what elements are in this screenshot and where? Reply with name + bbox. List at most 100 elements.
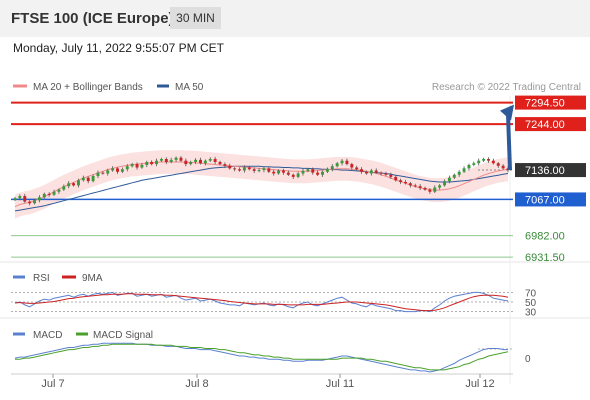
candle-body	[340, 160, 344, 164]
legend-rsi-ma-label: 9MA	[82, 273, 103, 284]
candle-body	[135, 164, 139, 168]
candle-body	[472, 163, 476, 165]
x-tick-label: Jul 12	[465, 378, 494, 390]
candle-body	[413, 185, 417, 187]
candle-body	[247, 167, 251, 170]
level-box-2	[515, 163, 586, 178]
timeframe-badge[interactable]: 30 MIN	[170, 7, 221, 29]
candle-body	[174, 157, 178, 160]
legend-macd-label: MACD	[33, 330, 62, 341]
level-box-0	[515, 95, 586, 110]
candle-body	[408, 183, 412, 186]
candle-body	[184, 160, 188, 165]
candle-body	[130, 164, 134, 167]
candle-body	[399, 180, 403, 182]
level-label-3: 7067.00	[525, 194, 565, 206]
candle-body	[389, 174, 393, 177]
price-panel: MA 20 + Bollinger Bands MA 50 Research © 2…	[0, 82, 590, 384]
candle-body	[404, 181, 407, 184]
candle-body	[164, 158, 168, 162]
candle-body	[81, 177, 85, 181]
candle-body	[369, 170, 373, 174]
candle-body	[316, 172, 320, 175]
legend-ma20-label: MA 20 + Bollinger Bands	[33, 82, 143, 93]
instrument-title: FTSE 100 (ICE Europe)	[11, 10, 174, 27]
candle-body	[267, 168, 271, 172]
candle-body	[257, 170, 261, 172]
time-axis: Jul 7 Jul 8 Jul 11 Jul 12	[11, 373, 513, 390]
candle-body	[13, 198, 17, 200]
candle-body	[106, 170, 110, 174]
candle-body	[252, 169, 256, 171]
candle-body	[355, 167, 359, 170]
candle-body	[86, 177, 90, 182]
candle-body	[213, 158, 217, 162]
candle-body	[379, 172, 383, 174]
report-datetime: Monday, July 11, 2022 9:55:07 PM CET	[13, 41, 225, 55]
candle-body	[272, 171, 276, 174]
macd-tick-label: 0	[525, 354, 531, 365]
candle-body	[394, 176, 398, 181]
candle-body	[277, 170, 281, 174]
candle-body	[208, 158, 212, 161]
candle-body	[433, 187, 437, 192]
level-label-2: 7136.00	[525, 165, 565, 177]
candle-body	[111, 168, 115, 171]
candle-body	[291, 174, 295, 177]
candle-body	[101, 172, 105, 174]
candle-body	[233, 168, 237, 170]
macd-panel: MACD MACD Signal 0	[13, 330, 531, 373]
candle-body	[428, 189, 432, 192]
watermark: Research © 2022 Trading Central	[432, 82, 581, 93]
candle-body	[501, 165, 505, 169]
candle-body	[155, 160, 159, 165]
candle-body	[286, 172, 290, 175]
candle-body	[374, 170, 378, 173]
rsi-tick-label: 30	[525, 308, 537, 319]
candle-body	[52, 191, 56, 195]
projection-arrow-shaft	[506, 114, 512, 171]
candle-body	[301, 170, 305, 174]
candle-body	[145, 161, 149, 165]
candle-body	[91, 176, 95, 182]
macd-signal-line	[15, 343, 509, 371]
candle-body	[496, 163, 500, 166]
candle-body	[238, 169, 242, 171]
candle-body	[194, 159, 198, 162]
x-tick-label: Jul 8	[185, 378, 208, 390]
candle-body	[325, 169, 329, 172]
candle-body	[262, 168, 266, 171]
candle-body	[57, 189, 61, 192]
candle-body	[443, 181, 447, 186]
candle-body	[72, 183, 76, 186]
candle-body	[364, 171, 368, 174]
candle-body	[462, 168, 466, 172]
candle-body	[242, 167, 246, 171]
candle-body	[306, 169, 310, 171]
candle-body	[62, 186, 66, 190]
level-label-1: 7244.00	[525, 119, 565, 131]
ma50-line	[14, 165, 509, 212]
candle-body	[67, 183, 71, 187]
candle-body	[76, 180, 80, 186]
candle-body	[169, 159, 173, 162]
candle-body	[228, 165, 232, 169]
candle-body	[350, 164, 354, 168]
macd-line	[14, 342, 508, 373]
candle-body	[345, 160, 349, 165]
candle-body	[96, 172, 100, 177]
candle-body	[37, 197, 41, 201]
candle-body	[360, 169, 364, 172]
rsi-tick-label: 50	[525, 298, 537, 309]
candle-body	[482, 158, 486, 161]
legend-rsi-label: RSI	[33, 273, 50, 284]
candle-body	[223, 164, 227, 166]
candle-body	[423, 187, 427, 190]
candle-body	[477, 160, 481, 164]
x-tick-label: Jul 11	[326, 378, 355, 390]
candle-body	[199, 159, 202, 164]
x-tick-label: Jul 7	[41, 378, 64, 390]
candle-body	[47, 193, 51, 195]
candle-body	[159, 158, 163, 161]
